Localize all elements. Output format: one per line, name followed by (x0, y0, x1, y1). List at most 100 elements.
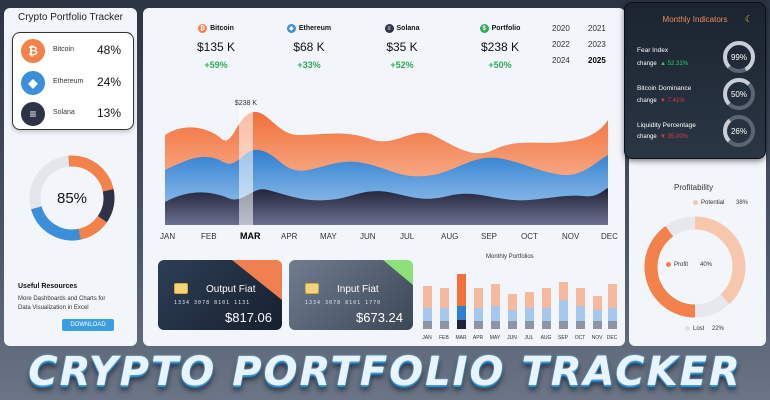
stat-change: +50% (488, 60, 512, 70)
gauge-fear-index (723, 41, 755, 73)
bar-jan (423, 286, 432, 329)
resources-text: More Dashboards and Charts for Data Visu… (18, 296, 106, 311)
download-button[interactable]: DOWNLOAD (62, 319, 114, 331)
donut-segment-solana (29, 155, 115, 241)
moon-icon[interactable]: ☾ (744, 14, 753, 24)
portfolio-stream-chart: $238 K (165, 100, 608, 225)
coin-name: Solana (53, 109, 75, 116)
app-title: Crypto Portfolio Tracker (17, 12, 124, 23)
gauge-value: 26% (730, 127, 747, 136)
bar-jul (525, 292, 534, 329)
coin-name: Bitcoin (53, 46, 75, 53)
gauge-value: 99% (730, 53, 747, 62)
stat-bitcoin: ₿ Bitcoin $135 K +59% (176, 24, 256, 70)
arrow-up-icon: ▲ (660, 61, 666, 67)
indicator-label: Fear Index (637, 47, 669, 54)
card-accent (383, 260, 413, 285)
card-digits: 1334 3078 8101 1770 (305, 300, 382, 306)
month-mar-selected[interactable]: MAR (240, 231, 261, 241)
month-aug[interactable]: AUG (441, 232, 459, 241)
stat-ethereum: ◆ Ethereum $68 K +33% (269, 24, 349, 70)
mp-month-sep: SEP (557, 335, 568, 341)
bar-jun (508, 294, 517, 329)
indicator-change: change ▼ 7.41% (637, 98, 685, 104)
card-title: Output Fiat (206, 284, 256, 295)
mp-month-mar: MAR (455, 335, 467, 341)
stream-solana (165, 188, 608, 225)
monthly-portfolios-chart (423, 274, 617, 329)
gauge-value: 50% (730, 90, 747, 99)
bitcoin-icon: ₿ (198, 24, 208, 33)
stat-value: $238 K (480, 40, 520, 54)
profit-pct: 40% (700, 262, 713, 268)
coin-row-ethereum[interactable]: ◆ Ethereum 24% (13, 68, 133, 98)
monthly-indicators-panel: Monthly Indicators ☾ Fear Index change ▲… (624, 2, 766, 159)
profit-label: Profit (666, 262, 688, 268)
bar-oct (576, 288, 585, 329)
month-jan[interactable]: JAN (160, 232, 176, 241)
bar-aug (542, 288, 551, 329)
input-fiat-card: Input Fiat 1334 3078 8101 1770 $673.24 (289, 260, 413, 330)
mp-month-jun: JUN (507, 335, 517, 341)
coin-row-solana[interactable]: ≡ Solana 13% (13, 99, 133, 129)
coin-name: Ethereum (53, 78, 84, 85)
profitability-title: Profitability (674, 183, 714, 192)
stat-change: +33% (297, 60, 321, 70)
solana-icon: ≡ (384, 24, 394, 33)
mp-month-jul: JUL (524, 335, 534, 341)
arrow-down-icon: ▼ (660, 98, 666, 104)
donut-label: 85% (57, 190, 87, 207)
potential-pct: 38% (736, 200, 749, 206)
banner-text: CRYPTO PORTFOLIO TRACKER (28, 349, 742, 395)
stat-name: Portfolio (491, 25, 521, 32)
month-nov[interactable]: NOV (562, 232, 580, 241)
year-2025-selected[interactable]: 2025 (588, 56, 606, 65)
stat-solana: ≡ Solana $35 K +52% (362, 24, 442, 70)
title-banner: CRYPTO PORTFOLIO TRACKER (0, 344, 770, 400)
mp-month-feb: FEB (439, 335, 449, 341)
gauge-liquidity (723, 115, 755, 147)
card-amount: $817.06 (225, 310, 272, 325)
bar-dec (608, 284, 617, 329)
stat-change: +59% (204, 60, 228, 70)
month-dec[interactable]: DEC (601, 232, 618, 241)
resources-title: Useful Resources (18, 283, 78, 290)
coin-pct: 24% (96, 75, 121, 89)
coin-pct: 48% (96, 43, 121, 57)
indicators-title: Monthly Indicators (662, 15, 728, 24)
month-may[interactable]: MAY (320, 232, 337, 241)
indicator-label: Liquidity Percentage (637, 122, 696, 129)
card-chip-icon (305, 283, 319, 294)
ethereum-icon: ◆ (21, 71, 45, 95)
month-feb[interactable]: FEB (201, 232, 217, 241)
year-2024[interactable]: 2024 (552, 56, 570, 65)
mp-month-may: MAY (489, 335, 501, 341)
month-jul[interactable]: JUL (400, 232, 415, 241)
card-amount: $673.24 (356, 310, 403, 325)
arrow-down-icon: ▼ (660, 134, 666, 140)
output-fiat-card: Output Fiat 1334 3078 8101 1131 $817.06 (158, 260, 282, 330)
profit-segment (644, 216, 746, 318)
year-2021[interactable]: 2021 (588, 24, 606, 33)
indicator-change: change ▼ 35.00% (637, 134, 689, 140)
card-digits: 1334 3078 8101 1131 (174, 300, 251, 306)
coin-row-bitcoin[interactable]: ₿ Bitcoin 48% (13, 36, 133, 66)
year-2023[interactable]: 2023 (588, 40, 606, 49)
card-chip-icon (174, 283, 188, 294)
mp-month-dec: DEC (606, 335, 618, 341)
bar-sep (559, 282, 568, 329)
solana-icon: ≡ (21, 102, 45, 126)
lost-label: Lost (685, 326, 704, 332)
month-apr[interactable]: APR (281, 232, 298, 241)
year-2022[interactable]: 2022 (552, 40, 570, 49)
stat-value: $35 K (386, 40, 418, 54)
year-2020[interactable]: 2020 (552, 24, 570, 33)
monthly-portfolios-title: Monthly Portfolios (486, 254, 534, 260)
potential-segment (644, 216, 746, 318)
month-sep[interactable]: SEP (481, 232, 498, 241)
lost-pct: 22% (712, 326, 725, 332)
month-jun[interactable]: JUN (360, 232, 376, 241)
month-oct[interactable]: OCT (521, 232, 538, 241)
indicator-change: change ▲ 52.31% (637, 61, 689, 67)
gauge-bitcoin-dominance (723, 78, 755, 110)
